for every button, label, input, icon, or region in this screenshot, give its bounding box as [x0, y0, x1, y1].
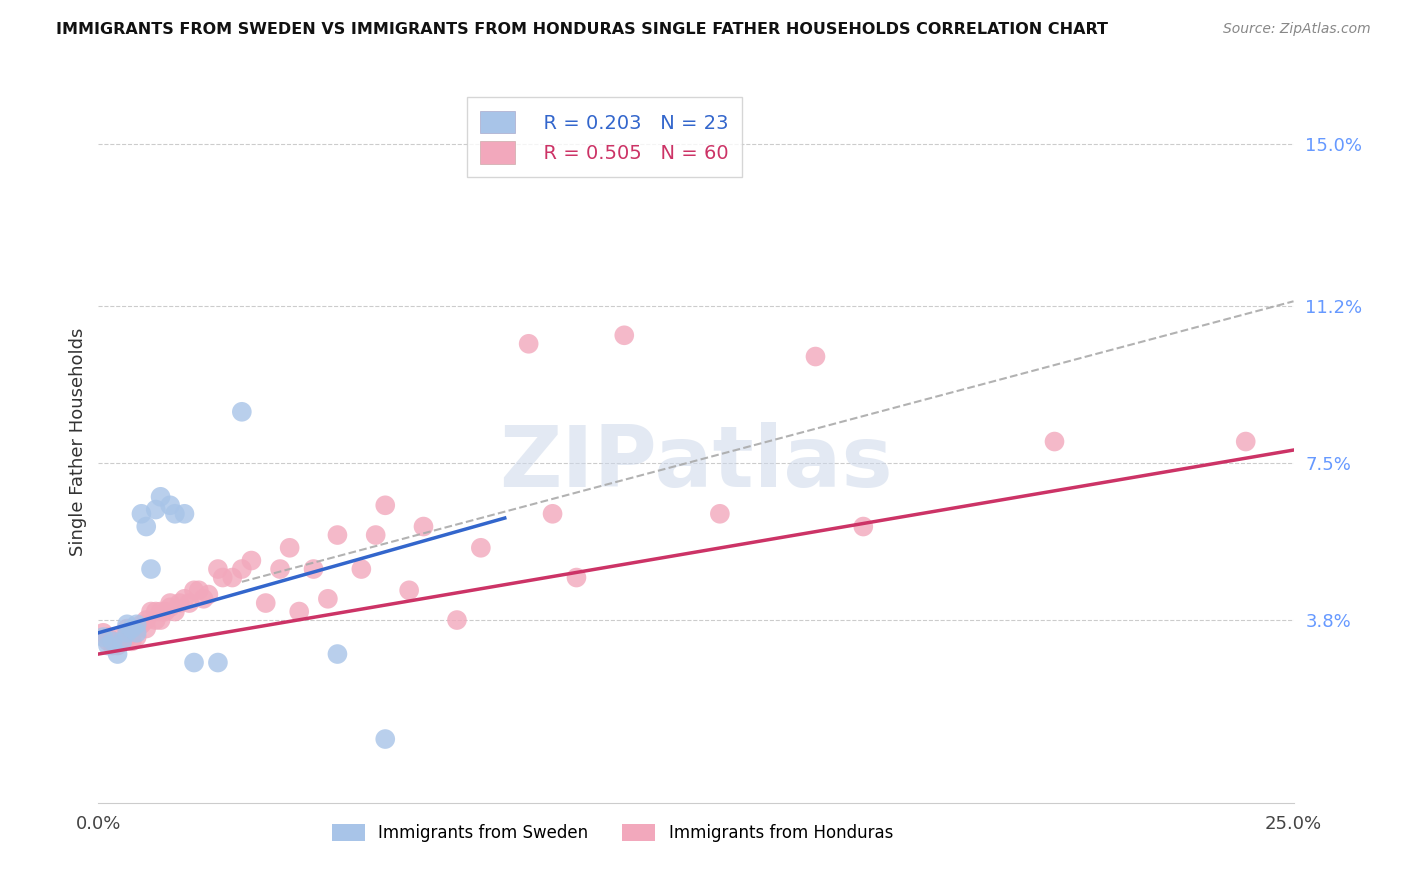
Point [115, 630, 138, 644]
Legend: Immigrants from Sweden, Immigrants from Honduras: Immigrants from Sweden, Immigrants from … [325, 817, 900, 848]
Point [125, 617, 148, 632]
Point [852, 519, 875, 533]
Point [183, 656, 205, 670]
Point [326, 528, 349, 542]
Point [1043, 434, 1066, 449]
Y-axis label: Single Father Households: Single Father Households [69, 327, 87, 556]
Point [350, 562, 373, 576]
Point [1234, 434, 1257, 449]
Point [145, 502, 167, 516]
Point [269, 562, 291, 576]
Point [91, 625, 114, 640]
Point [101, 634, 124, 648]
Point [197, 588, 219, 602]
Point [111, 630, 134, 644]
Point [207, 656, 229, 670]
Point [125, 625, 148, 640]
Point [139, 562, 162, 576]
Point [135, 613, 157, 627]
Point [187, 583, 209, 598]
Point [125, 622, 148, 636]
Text: ZIPatlas: ZIPatlas [499, 422, 893, 505]
Point [155, 605, 177, 619]
Point [446, 613, 468, 627]
Text: Source: ZipAtlas.com: Source: ZipAtlas.com [1223, 22, 1371, 37]
Point [107, 639, 129, 653]
Point [125, 630, 148, 644]
Point [91, 630, 114, 644]
Point [240, 553, 263, 567]
Point [470, 541, 492, 555]
Point [163, 507, 186, 521]
Point [121, 634, 143, 648]
Point [374, 732, 396, 747]
Point [288, 605, 311, 619]
Point [398, 583, 420, 598]
Point [115, 622, 138, 636]
Point [111, 634, 134, 648]
Point [254, 596, 277, 610]
Point [231, 405, 253, 419]
Point [97, 630, 120, 644]
Point [159, 600, 181, 615]
Point [101, 634, 124, 648]
Point [193, 591, 215, 606]
Point [131, 617, 153, 632]
Point [111, 634, 134, 648]
Point [207, 562, 229, 576]
Point [159, 498, 181, 512]
Point [302, 562, 325, 576]
Point [139, 605, 162, 619]
Point [149, 605, 172, 619]
Point [517, 336, 540, 351]
Point [231, 562, 253, 576]
Point [211, 570, 233, 584]
Point [709, 507, 731, 521]
Point [149, 490, 172, 504]
Point [179, 596, 201, 610]
Point [412, 519, 434, 533]
Point [115, 625, 138, 640]
Point [173, 591, 195, 606]
Point [804, 350, 827, 364]
Point [316, 591, 339, 606]
Point [121, 622, 143, 636]
Point [173, 507, 195, 521]
Point [374, 498, 396, 512]
Point [149, 613, 172, 627]
Point [101, 639, 124, 653]
Point [183, 583, 205, 598]
Point [135, 519, 157, 533]
Point [565, 570, 588, 584]
Point [159, 596, 181, 610]
Point [364, 528, 387, 542]
Point [145, 605, 167, 619]
Point [131, 507, 153, 521]
Point [278, 541, 301, 555]
Point [163, 605, 186, 619]
Point [541, 507, 564, 521]
Point [97, 634, 120, 648]
Point [115, 617, 138, 632]
Point [221, 570, 243, 584]
Point [145, 613, 167, 627]
Point [97, 639, 120, 653]
Point [613, 328, 636, 343]
Point [326, 647, 349, 661]
Point [107, 647, 129, 661]
Point [135, 622, 157, 636]
Text: IMMIGRANTS FROM SWEDEN VS IMMIGRANTS FROM HONDURAS SINGLE FATHER HOUSEHOLDS CORR: IMMIGRANTS FROM SWEDEN VS IMMIGRANTS FRO… [56, 22, 1108, 37]
Point [169, 596, 191, 610]
